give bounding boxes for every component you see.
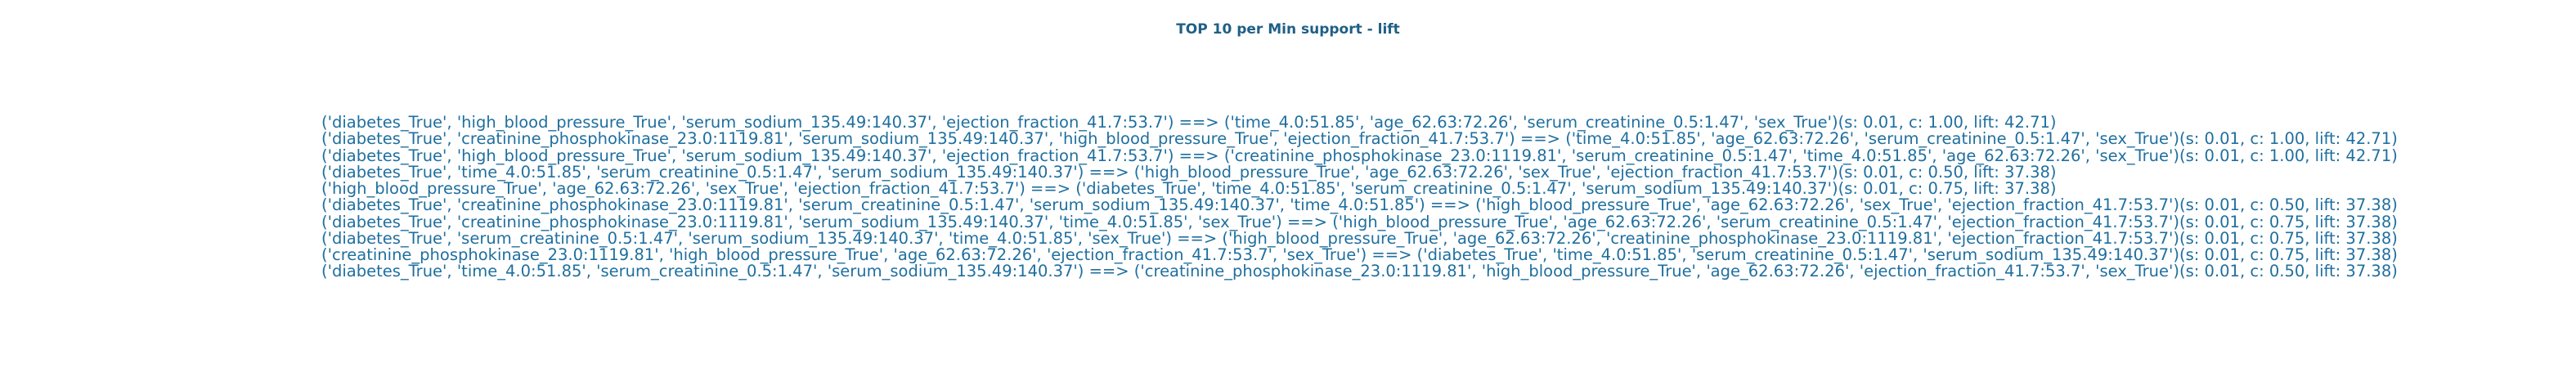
rule-text-7: ('diabetes_True', 'creatinine_phosphokin…	[321, 212, 2398, 231]
rule-text-2: ('diabetes_True', 'creatinine_phosphokin…	[321, 129, 2398, 149]
rule-text-5: ('high_blood_pressure_True', 'age_62.63:…	[321, 179, 2057, 198]
chart-title: TOP 10 per Min support - lift	[1176, 21, 1400, 38]
rule-text-9: ('creatinine_phosphokinase_23.0:1119.81'…	[321, 245, 2398, 264]
rules-list: ('diabetes_True', 'high_blood_pressure_T…	[321, 114, 2398, 280]
rule-text-6: ('diabetes_True', 'creatinine_phosphokin…	[321, 195, 2398, 215]
rule-text-1: ('diabetes_True', 'high_blood_pressure_T…	[321, 113, 2057, 132]
rule-text-4: ('diabetes_True', 'time_4.0:51.85', 'ser…	[321, 162, 2057, 182]
rule-text-10: ('diabetes_True', 'time_4.0:51.85', 'ser…	[321, 262, 2398, 281]
rule-text-8: ('diabetes_True', 'serum_creatinine_0.5:…	[321, 228, 2398, 248]
rule-text-3: ('diabetes_True', 'high_blood_pressure_T…	[321, 146, 2398, 165]
